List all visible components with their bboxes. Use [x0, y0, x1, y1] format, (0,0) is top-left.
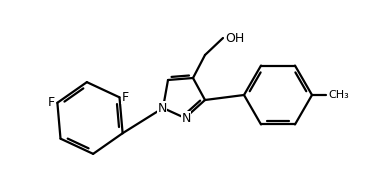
- Text: F: F: [48, 96, 55, 109]
- Text: F: F: [121, 91, 129, 104]
- Text: N: N: [181, 111, 191, 124]
- Text: OH: OH: [225, 31, 244, 44]
- Text: CH₃: CH₃: [328, 90, 349, 100]
- Text: N: N: [157, 102, 167, 115]
